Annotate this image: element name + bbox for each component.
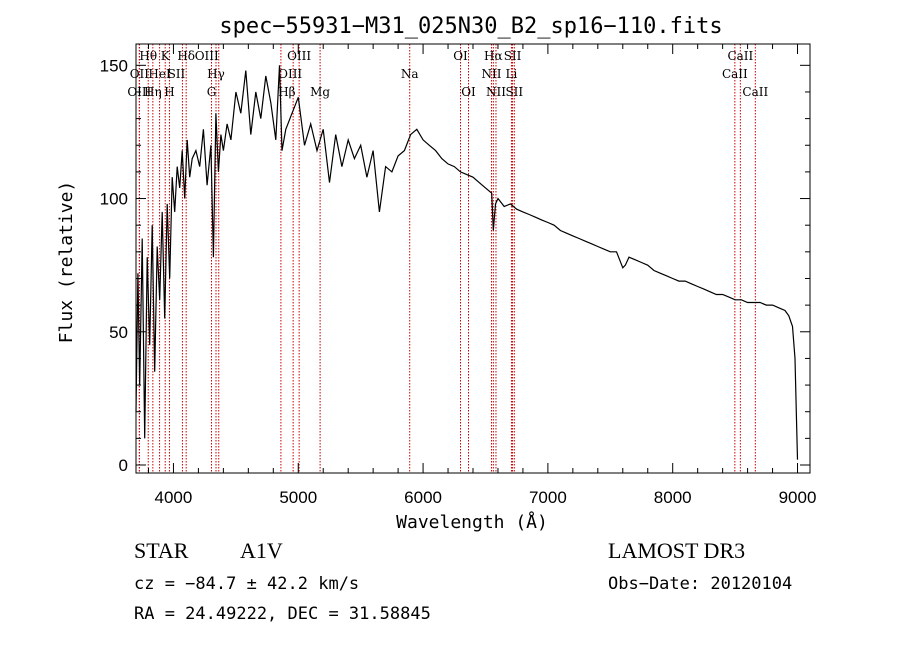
line-label: CaII <box>727 49 753 63</box>
line-label: OIII <box>287 49 311 63</box>
line-label: H <box>164 85 174 99</box>
y-axis-ticks: 0 50 100 150 <box>100 56 810 475</box>
line-label: OI <box>461 85 476 99</box>
line-label: Hη <box>144 85 162 99</box>
x-tick-label: 5000 <box>279 488 317 507</box>
observation-date: Obs−Date: 20120104 <box>608 574 793 594</box>
redshift-velocity: cz = −84.7 ± 42.2 km/s <box>134 574 360 594</box>
y-axis-label: Flux (relative) <box>56 181 77 344</box>
line-label: OII <box>130 67 150 81</box>
line-label: HeI <box>148 67 171 81</box>
line-label: Hγ <box>207 67 225 81</box>
line-label: NII <box>486 85 506 99</box>
chart-title: spec−55931−M31_025N30_B2_sp16−110.fits <box>219 14 722 39</box>
y-tick-label: 150 <box>100 56 128 75</box>
line-label: Hδ <box>177 49 195 63</box>
line-label: Na <box>401 67 419 81</box>
spectral-type: A1V <box>240 538 283 563</box>
x-axis-label: Wavelength (Å) <box>396 511 548 533</box>
line-label: SII <box>504 49 522 63</box>
line-label: G <box>207 85 217 99</box>
spectral-line-markers <box>138 44 756 473</box>
line-label: SII <box>168 67 186 81</box>
line-label: CaII <box>742 85 768 99</box>
line-label: CaII <box>722 67 748 81</box>
x-tick-label: 4000 <box>155 488 193 507</box>
line-label: Hβ <box>278 85 295 99</box>
line-label: OIII <box>278 67 302 81</box>
plot-frame <box>135 43 811 474</box>
line-label: Hα <box>484 49 503 63</box>
line-label: SII <box>505 85 523 99</box>
line-label: K <box>161 49 171 63</box>
x-tick-label: 6000 <box>404 488 442 507</box>
line-label: Li <box>506 67 518 81</box>
x-tick-label: 8000 <box>654 488 692 507</box>
x-tick-label: 7000 <box>529 488 567 507</box>
line-label: OIII <box>195 49 219 63</box>
object-class: STAR <box>134 538 189 563</box>
ra-dec-coordinates: RA = 24.49222, DEC = 31.58845 <box>134 604 431 624</box>
line-label: Mg <box>310 85 330 99</box>
line-label: NII <box>481 67 501 81</box>
line-label: OI <box>453 49 468 63</box>
x-tick-label: 9000 <box>779 488 817 507</box>
y-tick-label: 0 <box>119 456 128 475</box>
line-label: Hθ <box>139 49 157 63</box>
x-axis-ticks: 4000 5000 6000 7000 8000 9000 <box>147 44 817 507</box>
y-tick-label: 50 <box>109 323 128 342</box>
flux-series-line <box>135 65 799 460</box>
survey-name: LAMOST DR3 <box>608 538 746 563</box>
y-tick-label: 100 <box>100 190 128 209</box>
